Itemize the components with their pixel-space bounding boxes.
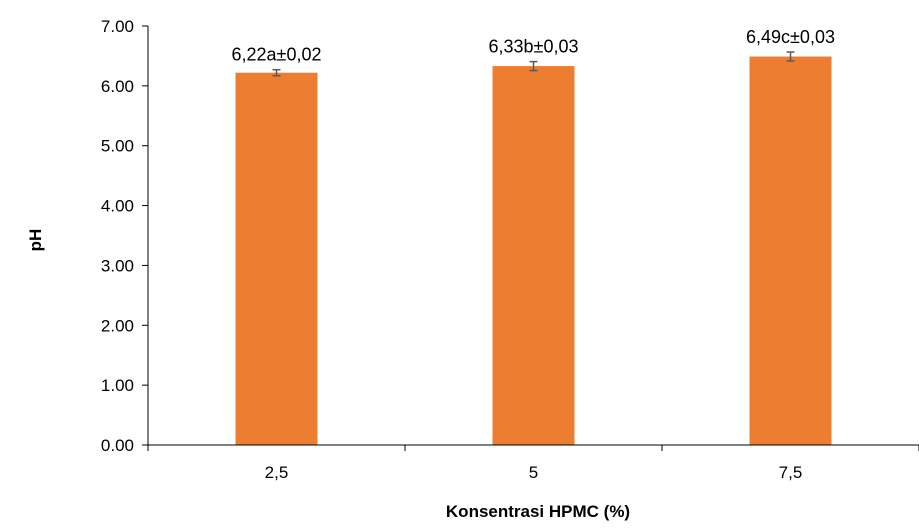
error-bar	[529, 60, 538, 72]
data-label: 6,49c±0,03	[746, 27, 835, 47]
y-tick-label: 4.00	[101, 197, 134, 216]
data-labels: 6,22a±0,02 6,33b±0,03 6,49c±0,03	[232, 27, 835, 65]
y-axis-title: pH	[26, 229, 45, 252]
data-label: 6,33b±0,03	[489, 37, 579, 57]
data-label: 6,22a±0,02	[232, 45, 322, 65]
x-tick-label: 7,5	[779, 463, 803, 482]
y-tick-label: 0.00	[101, 436, 134, 455]
bar	[749, 56, 832, 446]
x-axis-title: Konsentrasi HPMC (%)	[446, 502, 630, 521]
y-tick-label: 1.00	[101, 376, 134, 395]
bar	[492, 66, 575, 446]
bar	[235, 72, 318, 445]
y-tick-label: 7.00	[101, 17, 134, 36]
x-tick-label: 2,5	[265, 463, 289, 482]
bars	[235, 56, 832, 446]
y-tick-label: 2.00	[101, 316, 134, 335]
y-tick-label: 5.00	[101, 137, 134, 156]
error-bars	[272, 51, 795, 77]
error-bar	[272, 68, 281, 77]
y-tick-label: 3.00	[101, 256, 134, 275]
y-tick-label: 6.00	[101, 77, 134, 96]
y-axis-ticks: 0.00 1.00 2.00 3.00 4.00 5.00 6.00 7.00	[101, 17, 148, 455]
error-bar	[786, 51, 795, 62]
x-tick-label: 5	[529, 463, 538, 482]
x-axis-ticks: 2,5 5 7,5	[147, 445, 919, 482]
